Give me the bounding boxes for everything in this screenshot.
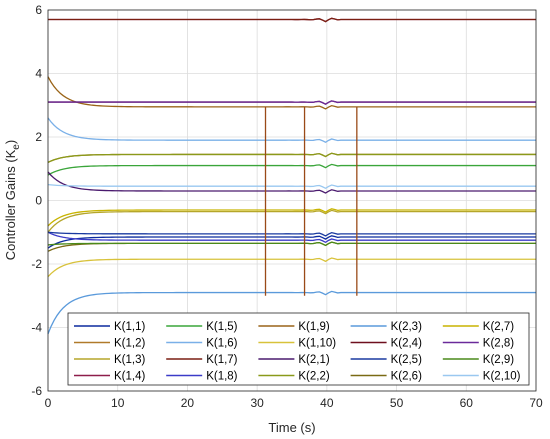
series-line-7 — [48, 17, 536, 23]
series-line-15 — [47, 231, 536, 237]
legend-label-5: K(1,5) — [206, 321, 237, 333]
legend: K(1,1) K(1,2) K(1,3) K(1,4) K(1,5) K(1,6) K(1,… — [67, 312, 530, 386]
y-tick-label: 2 — [35, 130, 42, 144]
legend-label-20: K(2,10) — [483, 371, 521, 383]
legend-label-10: K(1,10) — [298, 338, 336, 350]
series-line-11 — [47, 171, 536, 194]
legend-label-16: K(2,6) — [391, 371, 422, 383]
legend-label-2: K(1,2) — [114, 338, 145, 350]
series-line-13 — [47, 290, 536, 335]
legend-label-17: K(2,7) — [483, 321, 514, 333]
y-tick-label: 6 — [35, 3, 42, 17]
x-tick-label: 70 — [529, 396, 543, 410]
legend-label-3: K(1,3) — [114, 354, 145, 366]
legend-label-13: K(2,3) — [391, 321, 422, 333]
y-tick-label: 4 — [35, 67, 42, 81]
y-tick-label: 0 — [35, 194, 42, 208]
legend-label-15: K(2,5) — [391, 354, 422, 366]
x-tick-label: 10 — [111, 396, 125, 410]
legend-label-1: K(1,1) — [114, 321, 145, 333]
series-line-12 — [47, 152, 536, 163]
legend-label-12: K(2,2) — [298, 371, 329, 383]
y-tick-label: -2 — [31, 257, 42, 271]
series-line-9 — [47, 76, 536, 110]
series-line-6 — [47, 117, 536, 143]
series-layer — [47, 17, 536, 335]
series-line-19 — [47, 241, 536, 247]
legend-label-8: K(1,8) — [206, 371, 237, 383]
legend-label-7: K(1,7) — [206, 354, 237, 366]
series-line-17 — [47, 208, 536, 227]
series-line-5 — [47, 163, 536, 176]
series-line-3 — [47, 209, 536, 233]
series-line-20 — [47, 183, 536, 190]
y-axis-label: Controller Gains (Ke) — [3, 140, 22, 260]
legend-label-9: K(1,9) — [298, 321, 329, 333]
legend-label-6: K(1,6) — [206, 338, 237, 350]
legend-label-14: K(2,4) — [391, 338, 422, 350]
series-line-18 — [48, 100, 536, 105]
y-axis-label-subscript: e — [11, 144, 22, 150]
x-tick-label: 50 — [390, 396, 404, 410]
series-line-8 — [47, 231, 536, 244]
plot-frame — [47, 9, 537, 392]
x-tick-labels: 0 10 20 30 40 50 60 70 — [45, 396, 543, 410]
series-line-1 — [47, 235, 536, 249]
x-tick-label: 20 — [181, 396, 195, 410]
x-tick-label: 0 — [45, 396, 52, 410]
y-axis-label-close: ) — [3, 140, 18, 144]
series-line-10 — [47, 257, 536, 278]
spike-layer — [264, 106, 358, 296]
legend-label-4: K(1,4) — [114, 371, 145, 383]
y-tick-labels: -6 -4 -2 0 2 4 6 — [31, 3, 42, 398]
x-tick-label: 30 — [250, 396, 264, 410]
x-tick-label: 40 — [320, 396, 334, 410]
legend-label-18: K(2,8) — [483, 338, 514, 350]
y-axis-label-main: Controller Gains (K — [3, 149, 18, 260]
legend-label-19: K(2,9) — [483, 354, 514, 366]
y-tick-label: -6 — [31, 384, 42, 398]
y-tick-label: -4 — [31, 321, 42, 335]
legend-label-11: K(2,1) — [298, 354, 329, 366]
x-tick-label: 60 — [460, 396, 474, 410]
x-axis-label: Time (s) — [268, 420, 315, 435]
legend-box — [67, 312, 530, 386]
